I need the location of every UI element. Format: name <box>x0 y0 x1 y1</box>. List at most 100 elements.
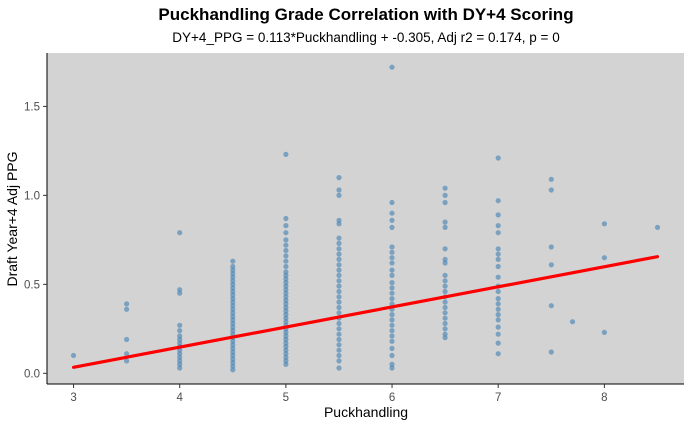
data-point <box>230 320 236 327</box>
data-point <box>283 263 289 270</box>
y-tick-label: 1.5 <box>24 101 40 113</box>
data-point <box>283 354 289 360</box>
data-point <box>336 272 342 278</box>
data-point <box>283 361 289 367</box>
data-point <box>389 296 395 302</box>
data-point <box>336 246 342 252</box>
data-point <box>230 317 236 323</box>
data-point <box>548 244 554 250</box>
data-point <box>283 301 289 307</box>
data-point <box>442 304 448 311</box>
data-point <box>389 267 395 273</box>
data-point <box>495 246 501 252</box>
data-point <box>177 351 183 357</box>
data-point <box>177 322 183 328</box>
data-point <box>336 365 342 371</box>
data-point <box>389 280 395 286</box>
data-point <box>548 262 554 268</box>
data-point <box>177 290 183 296</box>
data-point <box>283 151 289 157</box>
data-point <box>230 360 236 366</box>
data-point <box>336 320 342 327</box>
data-point <box>601 329 608 335</box>
data-point <box>495 317 501 323</box>
data-point <box>389 260 395 266</box>
data-point <box>336 342 342 348</box>
data-point <box>336 347 342 353</box>
data-point <box>442 246 448 252</box>
x-tick-label: 6 <box>389 392 395 404</box>
data-point <box>495 230 501 236</box>
data-point <box>389 290 395 296</box>
data-point <box>442 335 448 341</box>
data-point <box>336 352 342 359</box>
data-point <box>230 328 236 334</box>
data-point <box>283 329 289 335</box>
data-point <box>336 336 342 343</box>
x-tick-label: 8 <box>601 392 607 404</box>
data-point <box>230 299 236 305</box>
data-point <box>230 263 236 270</box>
data-point <box>548 303 554 309</box>
data-point <box>283 344 289 350</box>
y-axis: 0.0 0.5 1.0 1.5 <box>24 53 48 384</box>
data-point <box>442 219 448 225</box>
data-point <box>230 367 236 373</box>
data-point <box>283 283 289 289</box>
data-point <box>495 306 501 312</box>
chart-subtitle: DY+4_PPG = 0.113*Puckhandling + -0.305, … <box>172 30 559 45</box>
data-point <box>389 312 395 318</box>
data-point <box>389 210 395 216</box>
data-point <box>548 187 554 193</box>
data-point <box>336 187 342 193</box>
data-point <box>442 288 448 295</box>
data-point <box>495 340 501 346</box>
data-point <box>230 281 236 287</box>
data-point <box>336 251 342 257</box>
data-point <box>654 224 661 230</box>
data-point <box>389 272 395 278</box>
data-point <box>283 290 289 296</box>
data-point <box>336 304 342 311</box>
x-tick-label: 5 <box>283 392 289 404</box>
data-point <box>442 260 448 266</box>
data-point <box>230 292 236 298</box>
data-point <box>389 338 395 344</box>
data-point <box>495 331 501 337</box>
data-point <box>442 224 448 230</box>
data-point <box>230 303 236 309</box>
y-tick-label: 0.5 <box>24 279 40 291</box>
data-point <box>495 256 501 262</box>
data-point <box>442 326 448 332</box>
data-point <box>495 296 501 302</box>
data-point <box>389 345 395 351</box>
data-point <box>70 352 77 359</box>
data-point <box>389 285 395 291</box>
data-point <box>336 294 342 300</box>
data-point <box>569 319 576 325</box>
data-point <box>389 317 395 323</box>
data-point <box>495 251 501 257</box>
data-point <box>230 285 236 291</box>
data-point <box>124 306 130 312</box>
data-point <box>283 336 289 343</box>
data-point <box>230 352 236 359</box>
data-point <box>495 198 501 204</box>
data-point <box>283 258 289 264</box>
y-axis-title: Draft Year+4 Adj PPG <box>4 151 20 286</box>
data-point <box>177 365 183 371</box>
data-point <box>389 361 395 367</box>
data-point <box>230 274 236 280</box>
data-point <box>283 215 289 222</box>
data-point <box>389 64 395 70</box>
data-point <box>283 319 289 325</box>
data-point <box>336 192 342 198</box>
data-point <box>495 263 501 270</box>
plot-panel <box>47 53 684 384</box>
data-point <box>336 262 342 268</box>
data-point <box>495 301 501 307</box>
points-layer <box>70 64 661 373</box>
data-point <box>495 324 501 330</box>
data-point <box>495 274 501 280</box>
